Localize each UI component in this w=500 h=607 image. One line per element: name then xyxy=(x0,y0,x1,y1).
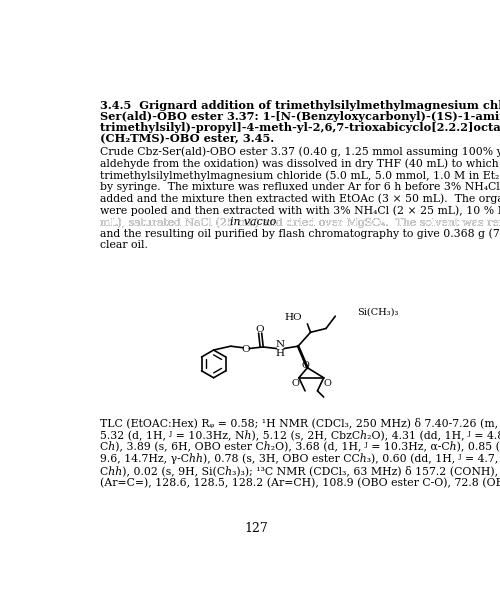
Text: Cℎ), 3.89 (s, 6H, OBO ester Cℎ₂O), 3.68 (d, 1H, ᴶ = 10.3Hz, α-Cℎ), 0.85 (dd, 1H,: Cℎ), 3.89 (s, 6H, OBO ester Cℎ₂O), 3.68 … xyxy=(100,442,500,452)
Text: (Ar=C=), 128.6, 128.5, 128.2 (Ar=CH), 108.9 (OBO ester C-O), 72.8 (OBO ester CH₂: (Ar=C=), 128.6, 128.5, 128.2 (Ar=CH), 10… xyxy=(100,478,500,488)
Text: 9.6, 14.7Hz, γ-Cℎℎ), 0.78 (s, 3H, OBO ester CCℎ₃), 0.60 (dd, 1H, ᴶ = 4.7, 14.7Hz: 9.6, 14.7Hz, γ-Cℎℎ), 0.78 (s, 3H, OBO es… xyxy=(100,453,500,464)
Text: TLC (EtOAC:Hex) Rᵩ = 0.58; ¹H NMR (CDCl₃, 250 MHz) δ 7.40-7.26 (m, 5H, Arℎ),: TLC (EtOAC:Hex) Rᵩ = 0.58; ¹H NMR (CDCl₃… xyxy=(100,418,500,429)
Text: O: O xyxy=(324,379,332,388)
Text: Crude Cbz-Ser(ald)-OBO ester 3.37 (0.40 g, 1.25 mmol assuming 100% yield of the: Crude Cbz-Ser(ald)-OBO ester 3.37 (0.40 … xyxy=(100,147,500,157)
Text: mL), saturated NaCl (25 mL) and dried over MgSO₄.  The solvent was removed: mL), saturated NaCl (25 mL) and dried ov… xyxy=(100,217,500,228)
Text: in vacuo: in vacuo xyxy=(230,217,276,227)
Text: and the resulting oil purified by flash chromatography to give 0.368 g (72% yiel: and the resulting oil purified by flash … xyxy=(100,229,500,239)
Text: were pooled and then extracted with with 3% NH₄Cl (2 × 25 mL), 10 % NaHCO₃ (25: were pooled and then extracted with with… xyxy=(100,205,500,216)
Text: 127: 127 xyxy=(244,522,268,535)
Text: 3.4.5  Grignard addition of trimethylsilylmethylmagnesium chloride to Cbz-L-: 3.4.5 Grignard addition of trimethylsily… xyxy=(100,100,500,111)
Text: trimethylsilyl)-propyl]-4-meth-yl-2,6,7-trioxabicyclo[2.2.2]octane,      Cbz-L-S: trimethylsilyl)-propyl]-4-meth-yl-2,6,7-… xyxy=(100,122,500,133)
Text: Ser(ald)-OBO ester 3.37: 1-[N-(Benzyloxycarbonyl)-(1S)-1-amino-2-hydroxy-3-(1,1,: Ser(ald)-OBO ester 3.37: 1-[N-(Benzyloxy… xyxy=(100,111,500,122)
Text: aldehyde from the oxidation) was dissolved in dry THF (40 mL) to which: aldehyde from the oxidation) was dissolv… xyxy=(100,158,498,169)
Text: by syringe.  The mixture was refluxed under Ar for 6 h before 3% NH₄Cl (20 mL) w: by syringe. The mixture was refluxed und… xyxy=(100,182,500,192)
Text: 5.32 (d, 1H, ᴶ = 10.3Hz, Nℎ), 5.12 (s, 2H, CbzCℎ₂O), 4.31 (dd, 1H, ᴶ = 4.8, 9.7H: 5.32 (d, 1H, ᴶ = 10.3Hz, Nℎ), 5.12 (s, 2… xyxy=(100,430,500,441)
Text: O: O xyxy=(242,345,250,354)
Text: O: O xyxy=(301,361,309,370)
Text: (CH₂TMS)-OBO ester, 3.45.: (CH₂TMS)-OBO ester, 3.45. xyxy=(100,134,274,144)
Text: HO: HO xyxy=(284,313,302,322)
Text: H: H xyxy=(276,348,285,358)
Text: N: N xyxy=(276,340,285,349)
Text: clear oil.: clear oil. xyxy=(100,240,148,251)
Text: mL), saturated NaCl (25 mL) and dried over MgSO₄.  The solvent was removed: mL), saturated NaCl (25 mL) and dried ov… xyxy=(100,217,500,228)
Text: O: O xyxy=(291,379,299,388)
Text: Cℎℎ), 0.02 (s, 9H, Si(Cℎ₃)₃); ¹³C NMR (CDCl₃, 63 MHz) δ 157.2 (CONH), 136.7: Cℎℎ), 0.02 (s, 9H, Si(Cℎ₃)₃); ¹³C NMR (C… xyxy=(100,466,500,476)
Text: O: O xyxy=(256,325,264,334)
Text: added and the mixture then extracted with EtOAc (3 × 50 mL).  The organic fracti: added and the mixture then extracted wit… xyxy=(100,194,500,204)
Text: trimethylsilylmethylmagnesium chloride (5.0 mL, 5.0 mmol, 1.0 M in Et₂O) was add: trimethylsilylmethylmagnesium chloride (… xyxy=(100,170,500,181)
Text: Si(CH₃)₃: Si(CH₃)₃ xyxy=(357,307,399,316)
